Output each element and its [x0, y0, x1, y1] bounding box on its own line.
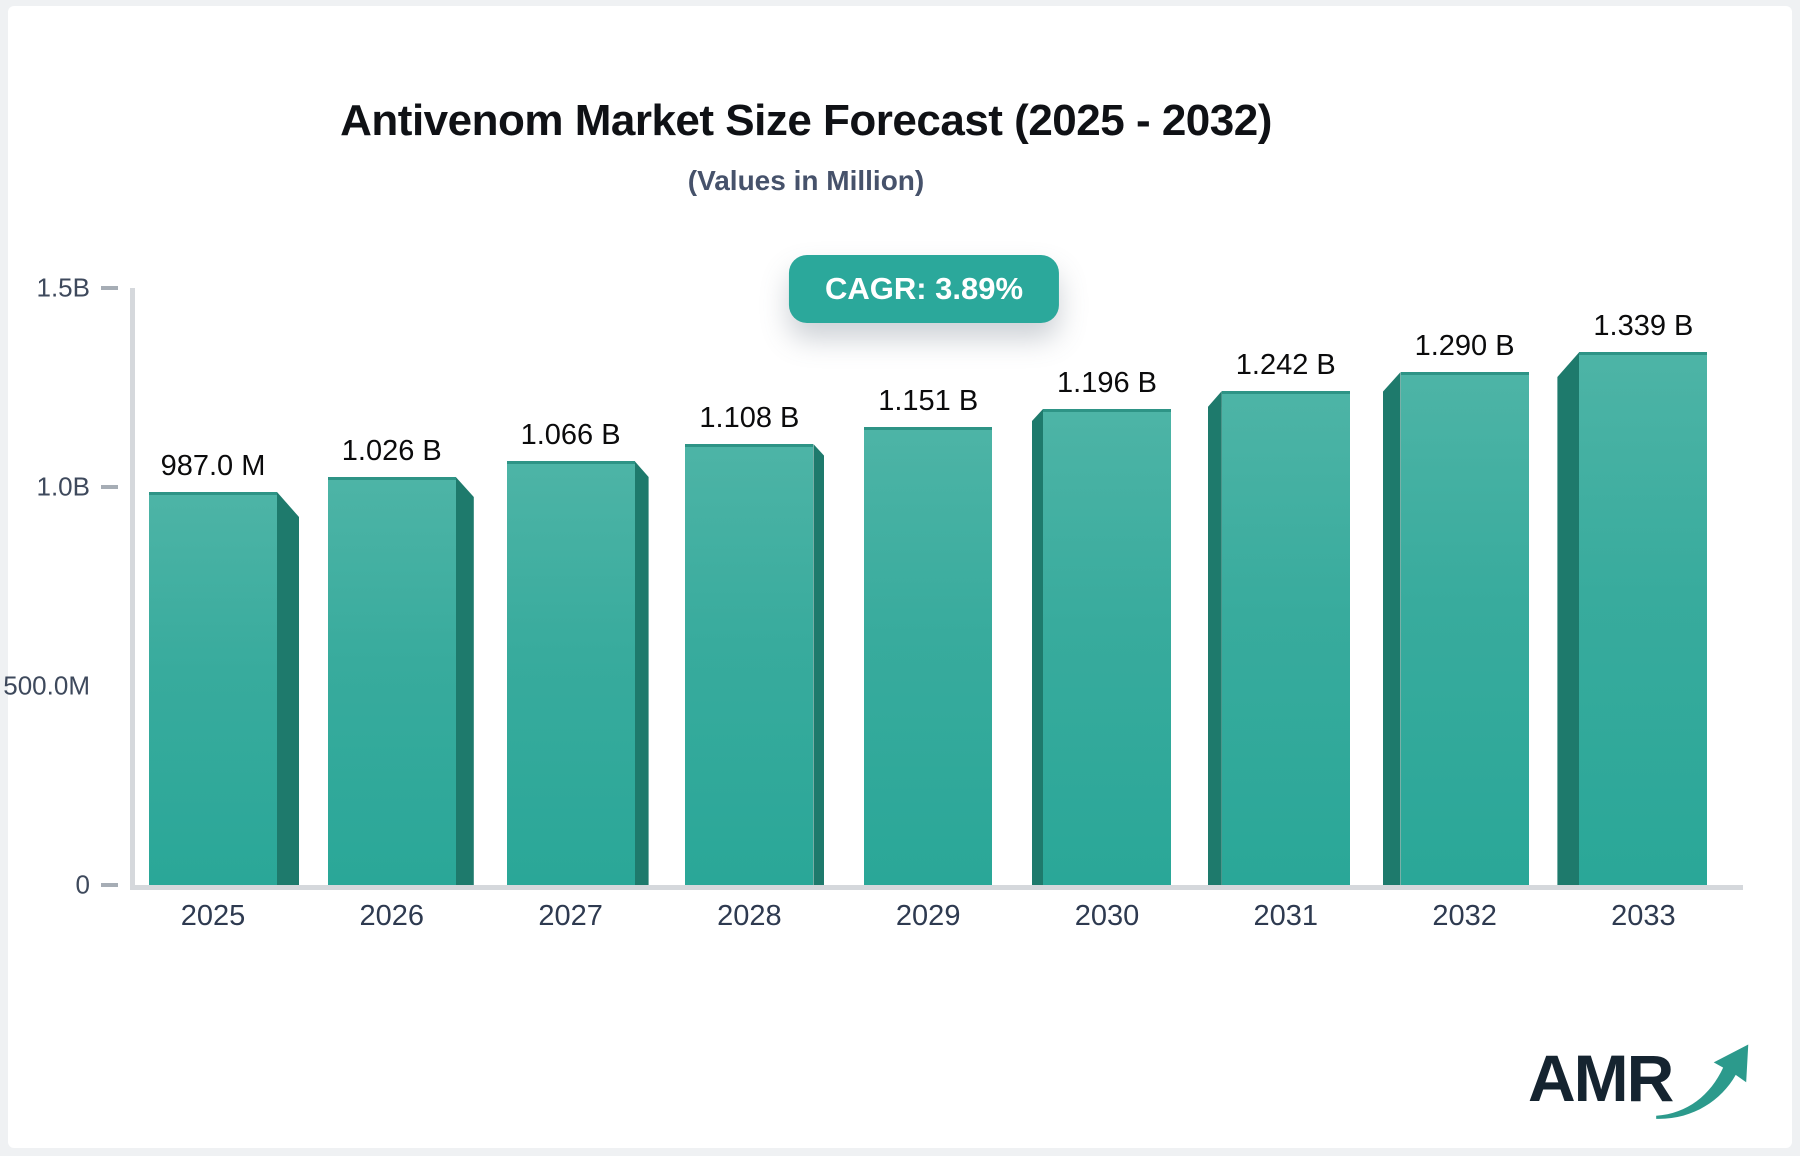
bar-side-right	[455, 477, 474, 885]
amr-logo-text: AMR	[1528, 1041, 1674, 1115]
bar-value-label: 1.108 B	[699, 402, 800, 434]
x-tick-label-2029: 2029	[895, 900, 961, 932]
bar-side-left	[1032, 409, 1043, 885]
bar-side-right	[634, 461, 649, 885]
chart-subtitle: (Values in Million)	[687, 165, 925, 196]
x-tick-label-2028: 2028	[717, 900, 782, 932]
bar-face	[1043, 409, 1171, 885]
y-tick-label: 500.0M	[3, 670, 90, 701]
y-tick-mark	[101, 485, 118, 489]
bar-value-label: 1.242 B	[1235, 349, 1336, 381]
amr-logo: AMR	[1528, 1032, 1749, 1122]
x-tick-label-2032: 2032	[1432, 900, 1497, 932]
x-tick-label-2033: 2033	[1611, 900, 1676, 932]
bar-side-left	[1207, 391, 1222, 885]
y-tick-label: 1.0B	[36, 471, 91, 502]
x-tick-label-2031: 2031	[1253, 900, 1319, 932]
y-axis-line	[130, 288, 135, 887]
bar-face	[506, 461, 635, 885]
bar-value-label: 987.0 M	[160, 450, 266, 482]
x-tick-label-2030: 2030	[1074, 900, 1140, 932]
bar-value-label: 1.290 B	[1414, 330, 1515, 362]
growth-arrow-icon	[1656, 1044, 1749, 1119]
y-tick-label: 0	[75, 869, 90, 900]
bar-face	[1221, 391, 1350, 885]
bar-face	[1400, 372, 1529, 885]
chart-title: Antivenom Market Size Forecast (2025 - 2…	[340, 96, 1272, 145]
bar-value-label: 1.196 B	[1057, 367, 1157, 399]
bar-face	[327, 477, 456, 885]
bar-side-right	[813, 444, 825, 885]
bar-value-label: 1.339 B	[1593, 310, 1694, 342]
bar-side-right	[277, 492, 299, 885]
y-tick-mark	[101, 883, 118, 887]
bar-value-label: 1.151 B	[878, 385, 979, 417]
bar-face	[685, 444, 814, 885]
bar-side-left	[1382, 372, 1401, 885]
bar-side-left	[1557, 352, 1580, 885]
x-tick-label-2027: 2027	[538, 900, 603, 932]
cagr-badge: CAGR: 3.89%	[788, 255, 1060, 323]
bar-value-label: 1.026 B	[341, 435, 442, 467]
bar-value-label: 1.066 B	[520, 419, 621, 451]
bar-face	[864, 427, 993, 885]
x-tick-label-2025: 2025	[180, 900, 246, 932]
x-axis-line	[130, 885, 1743, 890]
y-tick-label: 1.5B	[36, 272, 91, 303]
y-tick-mark	[101, 286, 118, 290]
x-tick-label-2026: 2026	[359, 900, 425, 932]
bar-face	[1579, 352, 1708, 885]
bar-face	[149, 492, 277, 885]
